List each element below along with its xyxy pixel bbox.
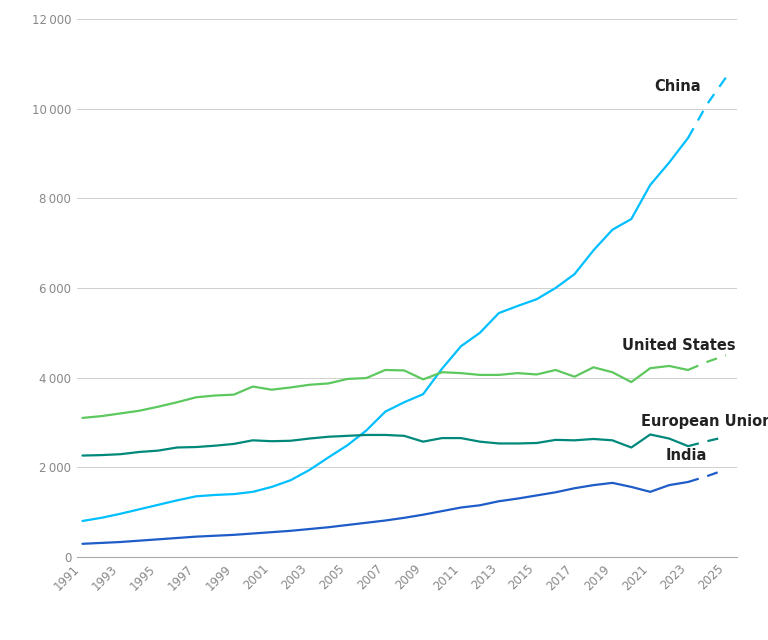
Text: United States: United States [622, 338, 736, 353]
Text: European Union: European Union [641, 414, 768, 429]
Text: India: India [665, 447, 707, 463]
Text: China: China [654, 79, 700, 94]
